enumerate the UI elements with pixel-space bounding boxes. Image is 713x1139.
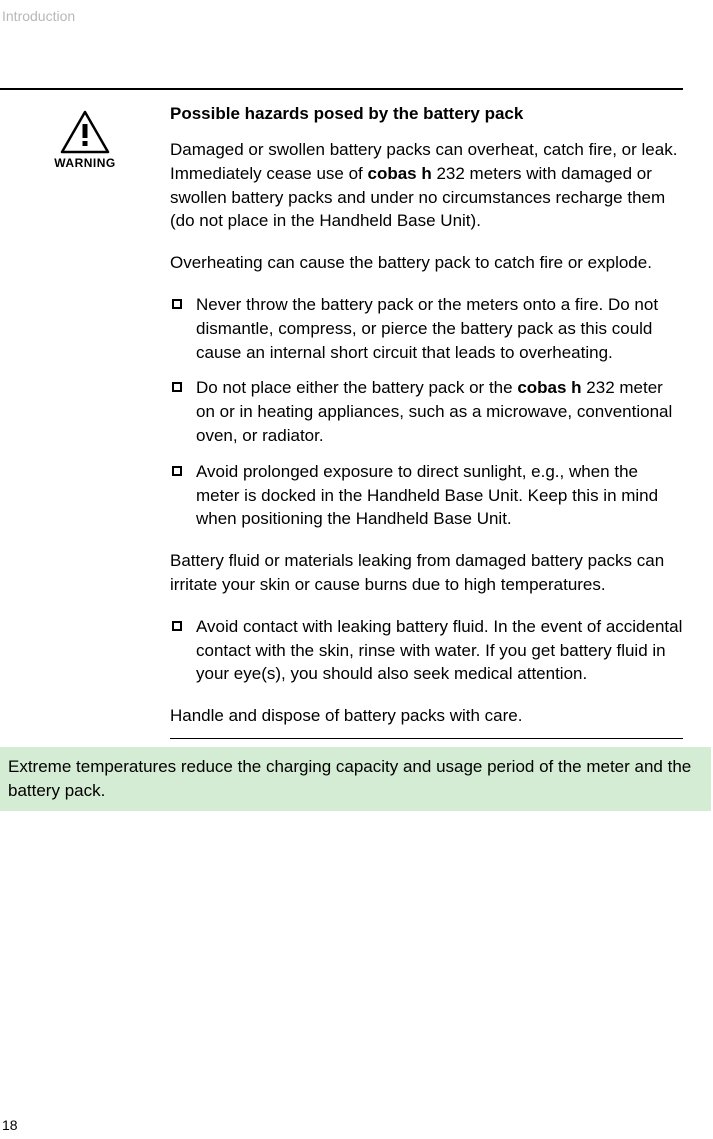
list-item: Avoid contact with leaking battery fluid… [170,615,683,686]
list-item: Never throw the battery pack or the mete… [170,293,683,364]
content-area: WARNING Possible hazards posed by the ba… [0,88,683,747]
warning-paragraph-3: Battery fluid or materials leaking from … [170,549,683,597]
bullet-square-icon [172,382,182,392]
warning-title: Possible hazards posed by the battery pa… [170,104,683,124]
bullet-text: Avoid prolonged exposure to direct sunli… [196,460,683,531]
warning-paragraph-4: Handle and dispose of battery packs with… [170,704,683,739]
warning-bullet-list-2: Avoid contact with leaking battery fluid… [170,615,683,686]
warning-block: WARNING Possible hazards posed by the ba… [0,88,683,747]
list-item: Do not place either the battery pack or … [170,376,683,447]
warning-triangle-icon [60,110,110,154]
list-item: Avoid prolonged exposure to direct sunli… [170,460,683,531]
bullet-text: Avoid contact with leaking battery fluid… [196,615,683,686]
bullet-text: Never throw the battery pack or the mete… [196,293,683,364]
warning-body: Possible hazards posed by the battery pa… [170,90,683,747]
page-number: 18 [2,1117,18,1133]
bullet-text: Do not place either the battery pack or … [196,376,683,447]
warning-paragraph-1: Damaged or swollen battery packs can ove… [170,138,683,233]
bullet-square-icon [172,466,182,476]
warning-label: WARNING [54,156,116,170]
note-box: Extreme temperatures reduce the charging… [0,747,711,811]
warning-paragraph-2: Overheating can cause the battery pack t… [170,251,683,275]
warning-icon-column: WARNING [0,90,170,170]
warning-bullet-list-1: Never throw the battery pack or the mete… [170,293,683,531]
bullet-square-icon [172,299,182,309]
section-header-label: Introduction [2,8,75,24]
bullet-square-icon [172,621,182,631]
